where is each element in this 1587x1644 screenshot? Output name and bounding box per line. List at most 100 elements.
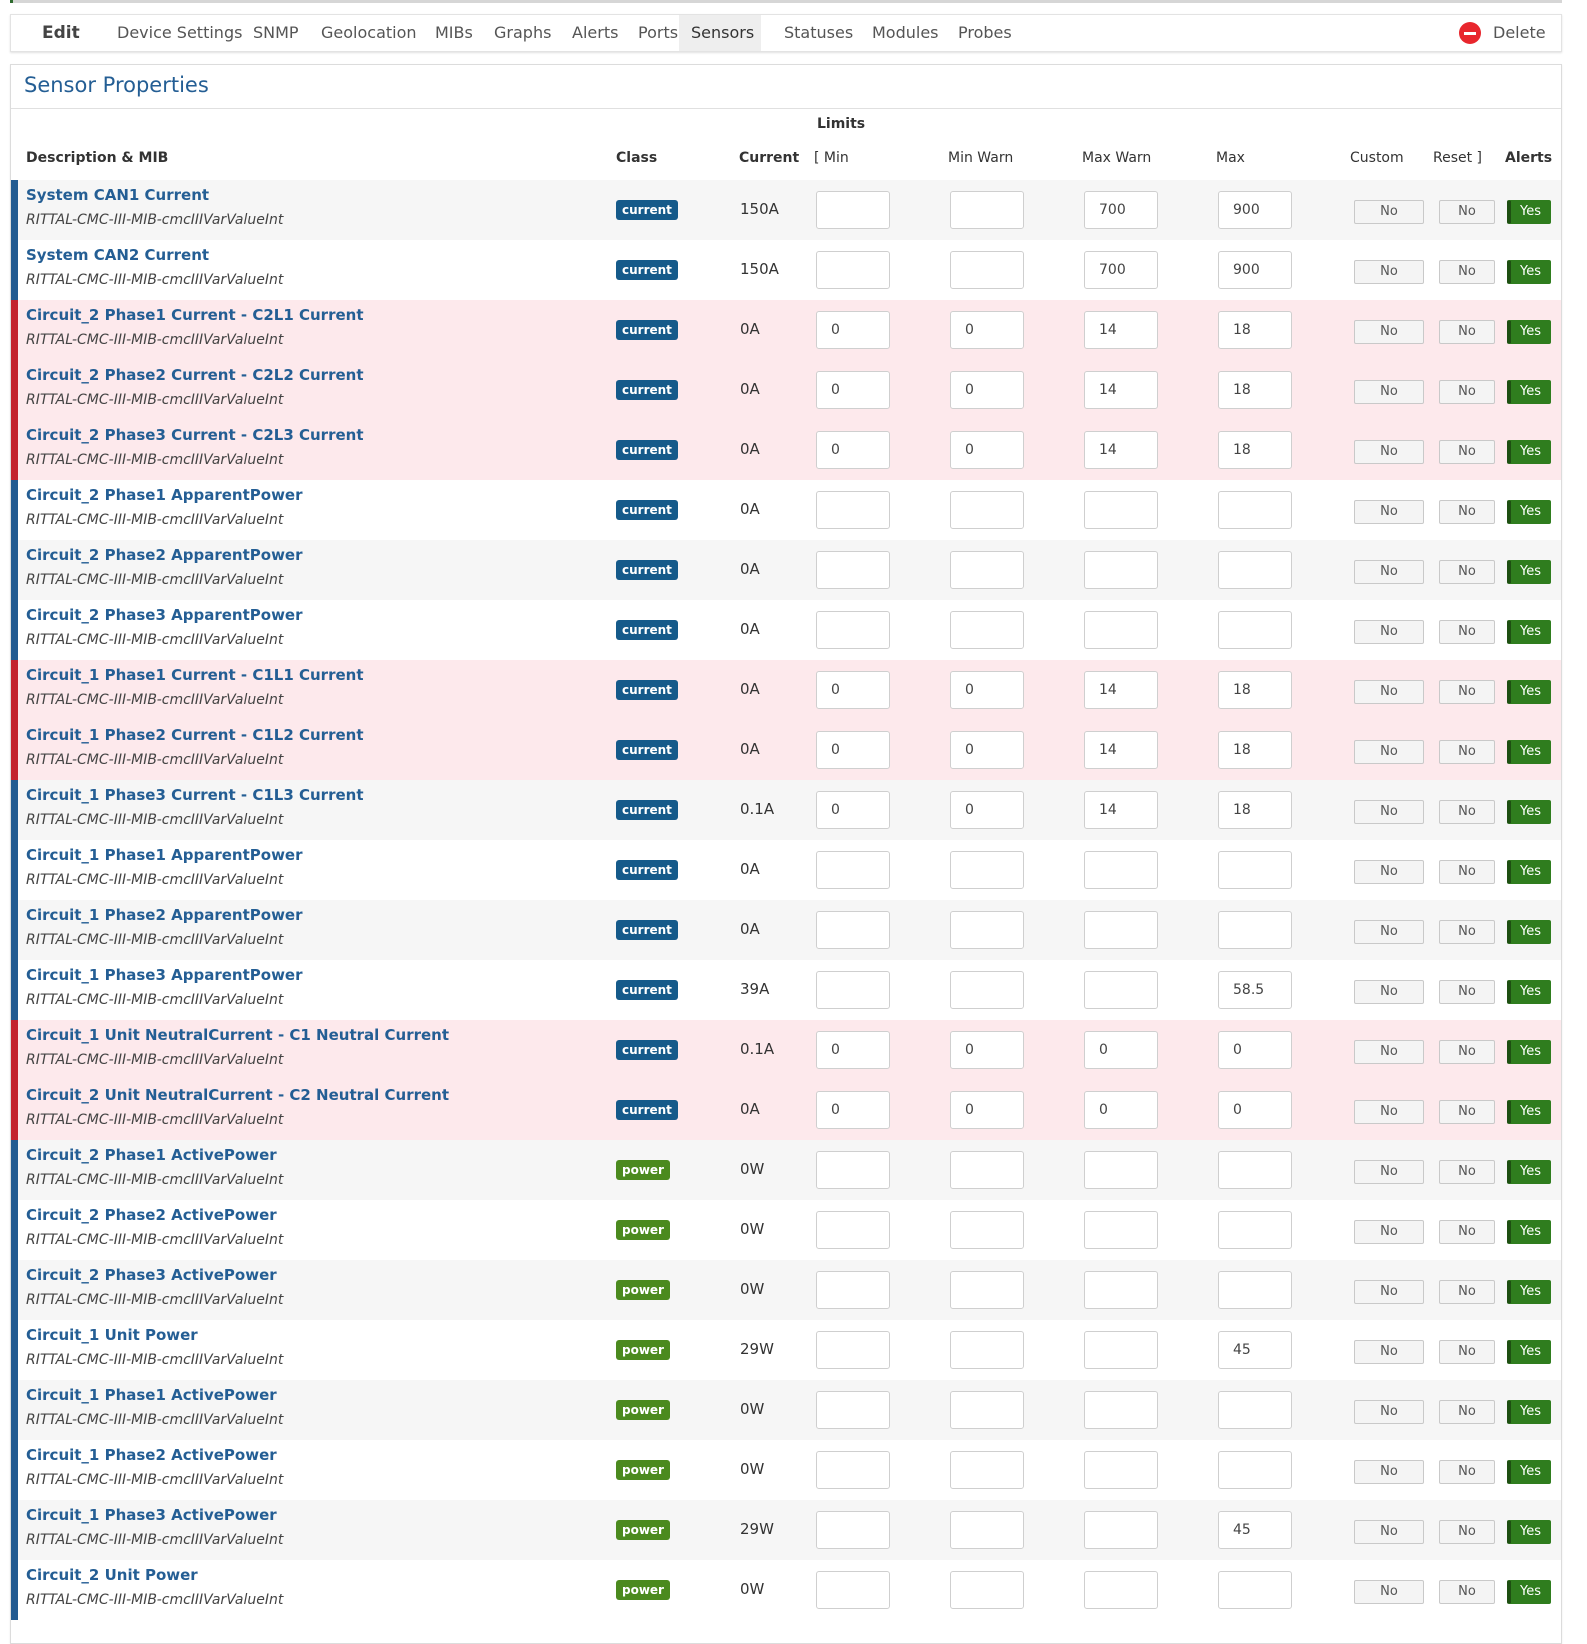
tab-geolocation[interactable]: Geolocation <box>321 23 417 42</box>
sensor-description-link[interactable]: System CAN2 Current <box>26 246 210 264</box>
max-limit-input[interactable] <box>1218 1451 1292 1489</box>
sensor-description-link[interactable]: Circuit_2 Phase1 ActivePower <box>26 1146 277 1164</box>
tab-mibs[interactable]: MIBs <box>435 23 473 42</box>
custom-toggle[interactable]: No <box>1354 800 1424 824</box>
max-limit-input[interactable] <box>1218 551 1292 589</box>
min-limit-input[interactable] <box>816 1331 890 1369</box>
min-warn-limit-input[interactable] <box>950 851 1024 889</box>
min-warn-limit-input[interactable] <box>950 1391 1024 1429</box>
min-warn-limit-input[interactable] <box>950 371 1024 409</box>
min-limit-input[interactable] <box>816 1391 890 1429</box>
max-limit-input[interactable] <box>1218 851 1292 889</box>
min-limit-input[interactable] <box>816 671 890 709</box>
tab-statuses[interactable]: Statuses <box>784 23 854 42</box>
max-warn-limit-input[interactable] <box>1084 911 1158 949</box>
custom-toggle[interactable]: No <box>1354 860 1424 884</box>
min-warn-limit-input[interactable] <box>950 1571 1024 1609</box>
alerts-toggle[interactable]: Yes <box>1507 1520 1551 1544</box>
custom-toggle[interactable]: No <box>1354 320 1424 344</box>
alerts-toggle[interactable]: Yes <box>1507 1340 1551 1364</box>
reset-toggle[interactable]: No <box>1439 1460 1495 1484</box>
sensor-description-link[interactable]: Circuit_2 Phase3 Current - C2L3 Current <box>26 426 364 444</box>
max-limit-input[interactable] <box>1218 1151 1292 1189</box>
tab-ports[interactable]: Ports <box>638 23 679 42</box>
alerts-toggle[interactable]: Yes <box>1507 1220 1551 1244</box>
sensor-description-link[interactable]: Circuit_1 Phase1 ApparentPower <box>26 846 303 864</box>
alerts-toggle[interactable]: Yes <box>1507 380 1551 404</box>
min-limit-input[interactable] <box>816 731 890 769</box>
min-warn-limit-input[interactable] <box>950 1331 1024 1369</box>
max-limit-input[interactable] <box>1218 911 1292 949</box>
sensor-description-link[interactable]: Circuit_1 Phase2 Current - C1L2 Current <box>26 726 364 744</box>
delete-button[interactable]: Delete <box>1459 15 1549 51</box>
custom-toggle[interactable]: No <box>1354 920 1424 944</box>
max-limit-input[interactable] <box>1218 611 1292 649</box>
min-warn-limit-input[interactable] <box>950 611 1024 649</box>
reset-toggle[interactable]: No <box>1439 1520 1495 1544</box>
custom-toggle[interactable]: No <box>1354 440 1424 464</box>
max-warn-limit-input[interactable] <box>1084 371 1158 409</box>
min-warn-limit-input[interactable] <box>950 251 1024 289</box>
min-limit-input[interactable] <box>816 791 890 829</box>
custom-toggle[interactable]: No <box>1354 680 1424 704</box>
min-limit-input[interactable] <box>816 311 890 349</box>
min-limit-input[interactable] <box>816 251 890 289</box>
min-limit-input[interactable] <box>816 551 890 589</box>
custom-toggle[interactable]: No <box>1354 560 1424 584</box>
alerts-toggle[interactable]: Yes <box>1507 500 1551 524</box>
min-limit-input[interactable] <box>816 371 890 409</box>
sensor-description-link[interactable]: Circuit_2 Unit Power <box>26 1566 198 1584</box>
custom-toggle[interactable]: No <box>1354 1460 1424 1484</box>
nav-brand-edit[interactable]: Edit <box>42 23 80 43</box>
custom-toggle[interactable]: No <box>1354 1580 1424 1604</box>
custom-toggle[interactable]: No <box>1354 500 1424 524</box>
min-warn-limit-input[interactable] <box>950 1211 1024 1249</box>
reset-toggle[interactable]: No <box>1439 440 1495 464</box>
sensor-description-link[interactable]: Circuit_2 Phase1 Current - C2L1 Current <box>26 306 364 324</box>
min-limit-input[interactable] <box>816 491 890 529</box>
custom-toggle[interactable]: No <box>1354 1520 1424 1544</box>
sensor-description-link[interactable]: Circuit_2 Unit NeutralCurrent - C2 Neutr… <box>26 1086 450 1104</box>
alerts-toggle[interactable]: Yes <box>1507 740 1551 764</box>
alerts-toggle[interactable]: Yes <box>1507 800 1551 824</box>
min-limit-input[interactable] <box>816 1211 890 1249</box>
max-warn-limit-input[interactable] <box>1084 971 1158 1009</box>
min-limit-input[interactable] <box>816 1571 890 1609</box>
sensor-description-link[interactable]: Circuit_1 Phase2 ActivePower <box>26 1446 277 1464</box>
reset-toggle[interactable]: No <box>1439 740 1495 764</box>
min-limit-input[interactable] <box>816 1091 890 1129</box>
alerts-toggle[interactable]: Yes <box>1507 320 1551 344</box>
max-limit-input[interactable] <box>1218 1031 1292 1069</box>
max-limit-input[interactable] <box>1218 1331 1292 1369</box>
max-limit-input[interactable] <box>1218 971 1292 1009</box>
reset-toggle[interactable]: No <box>1439 200 1495 224</box>
custom-toggle[interactable]: No <box>1354 1160 1424 1184</box>
sensor-description-link[interactable]: Circuit_2 Phase3 ActivePower <box>26 1266 277 1284</box>
reset-toggle[interactable]: No <box>1439 1400 1495 1424</box>
max-limit-input[interactable] <box>1218 1391 1292 1429</box>
min-limit-input[interactable] <box>816 971 890 1009</box>
alerts-toggle[interactable]: Yes <box>1507 200 1551 224</box>
min-limit-input[interactable] <box>816 1031 890 1069</box>
min-warn-limit-input[interactable] <box>950 731 1024 769</box>
custom-toggle[interactable]: No <box>1354 1100 1424 1124</box>
max-warn-limit-input[interactable] <box>1084 1511 1158 1549</box>
reset-toggle[interactable]: No <box>1439 1220 1495 1244</box>
sensor-description-link[interactable]: Circuit_1 Unit Power <box>26 1326 198 1344</box>
reset-toggle[interactable]: No <box>1439 500 1495 524</box>
min-warn-limit-input[interactable] <box>950 311 1024 349</box>
sensor-description-link[interactable]: Circuit_1 Phase2 ApparentPower <box>26 906 303 924</box>
max-limit-input[interactable] <box>1218 671 1292 709</box>
max-warn-limit-input[interactable] <box>1084 1391 1158 1429</box>
custom-toggle[interactable]: No <box>1354 200 1424 224</box>
reset-toggle[interactable]: No <box>1439 1280 1495 1304</box>
min-warn-limit-input[interactable] <box>950 1451 1024 1489</box>
reset-toggle[interactable]: No <box>1439 1580 1495 1604</box>
min-limit-input[interactable] <box>816 1511 890 1549</box>
reset-toggle[interactable]: No <box>1439 1100 1495 1124</box>
tab-graphs[interactable]: Graphs <box>494 23 552 42</box>
sensor-description-link[interactable]: Circuit_1 Phase1 ActivePower <box>26 1386 277 1404</box>
reset-toggle[interactable]: No <box>1439 980 1495 1004</box>
max-limit-input[interactable] <box>1218 371 1292 409</box>
reset-toggle[interactable]: No <box>1439 920 1495 944</box>
